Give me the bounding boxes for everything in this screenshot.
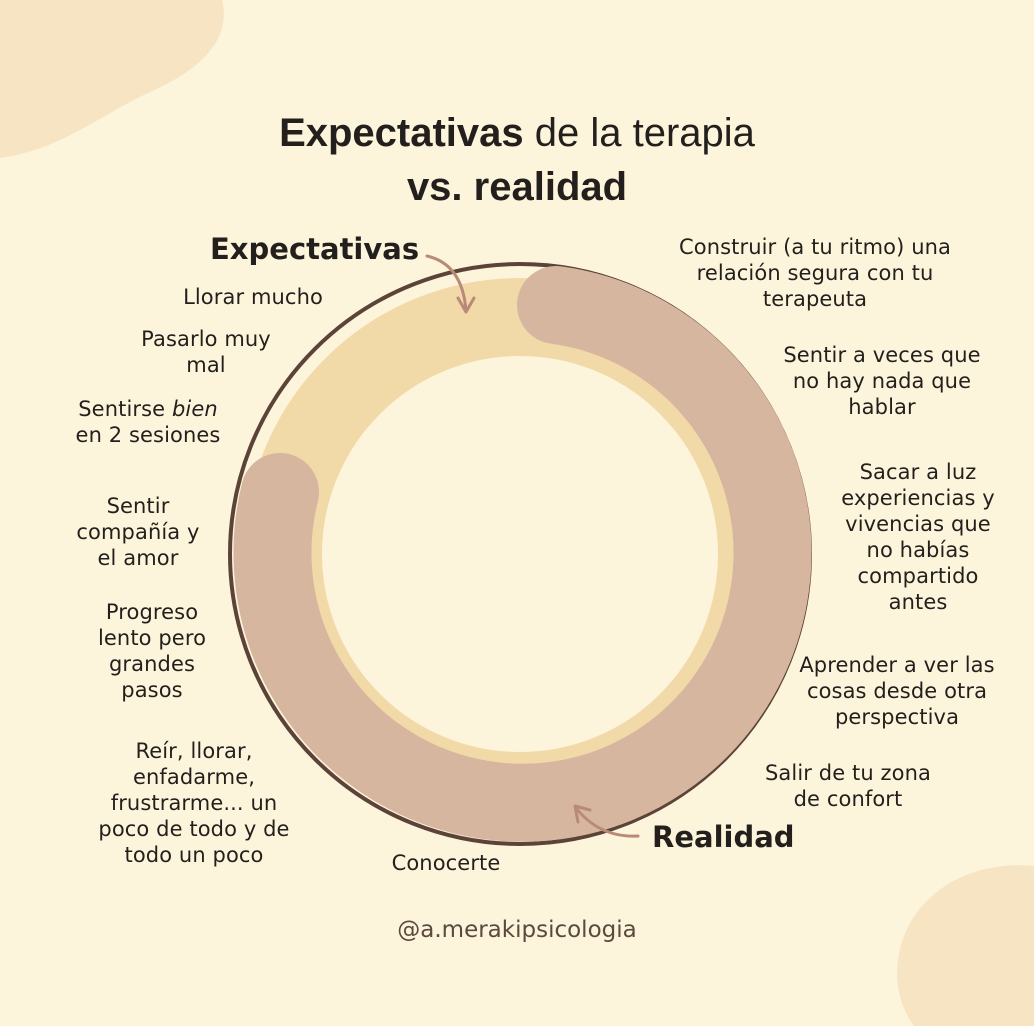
realidad-reir-llorar: Reír, llorar, enfadarme, frustrarme... u… xyxy=(98,739,290,867)
title-regular-part: de la terapia xyxy=(523,111,755,155)
decorative-blob-top-left xyxy=(0,0,224,158)
title-bold-part: Expectativas xyxy=(279,111,524,155)
expectativas-arrow-head xyxy=(456,296,476,314)
expectativa-llorar-mucho: Llorar mucho xyxy=(183,285,323,309)
decorative-blob-bottom-right xyxy=(897,865,1034,1026)
realidad-relacion-segura: Construir (a tu ritmo) una relación segu… xyxy=(678,235,951,311)
realidad-zona-de-confort: Salir de tu zona de confort xyxy=(765,761,931,811)
expectativas-arrow xyxy=(425,254,468,312)
realidad-otra-perspectiva: Aprender a ver las cosas desde otra pers… xyxy=(799,653,995,729)
sentirse-prefix: Sentirse xyxy=(78,397,172,421)
blob-bottom-right-shape xyxy=(897,865,1034,1026)
blob-top-left-shape xyxy=(0,0,224,158)
expectativas-heading: Expectativas xyxy=(210,232,420,266)
realidad-segment xyxy=(233,266,812,842)
page-subtitle: vs. realidad xyxy=(406,165,628,209)
realidad-heading: Realidad xyxy=(652,820,795,854)
realidad-arrow-head xyxy=(573,804,592,824)
expectativa-sentirse-bien: Sentirse bien en 2 sesiones xyxy=(60,396,236,448)
page-title: Expectativas de la terapia xyxy=(0,106,1034,160)
social-handle: @a.merakipsicologia xyxy=(397,917,637,943)
sentirse-suffix: en 2 sesiones xyxy=(75,423,221,447)
realidad-nada-que-hablar: Sentir a veces que no hay nada que habla… xyxy=(783,343,981,419)
realidad-sacar-a-luz: Sacar a luz experiencias y vivencias que… xyxy=(841,460,995,614)
realidad-progreso-lento: Progreso lento pero grandes pasos xyxy=(97,600,207,702)
expectativa-pasarlo-mal: Pasarlo muy mal xyxy=(141,327,271,377)
realidad-conocerte: Conocerte xyxy=(391,851,501,875)
bien-emphasis: bien xyxy=(171,397,218,421)
realidad-arrow xyxy=(574,806,640,838)
realidad-compania-amor: Sentir compañía y el amor xyxy=(76,494,200,570)
